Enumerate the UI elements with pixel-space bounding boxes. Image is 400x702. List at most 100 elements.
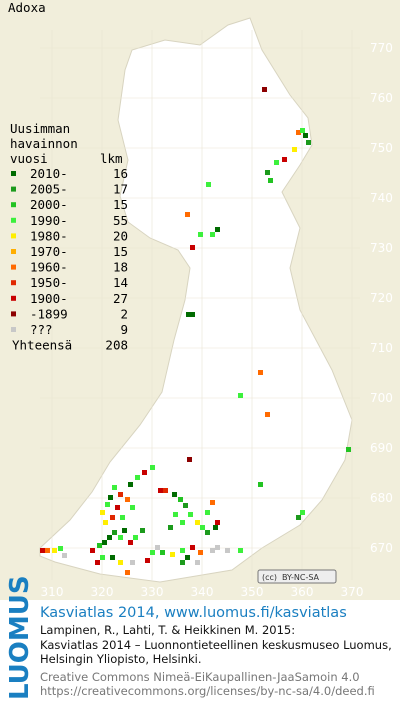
observation-square [172, 492, 177, 497]
logo: LUOMUS [5, 575, 35, 700]
legend-swatch [11, 264, 16, 270]
observation-square [105, 502, 110, 507]
observation-square [282, 157, 287, 162]
observation-square [118, 492, 123, 497]
observation-square [100, 555, 105, 560]
observation-square [296, 515, 301, 520]
footer-bg [0, 600, 400, 702]
observation-square [238, 393, 243, 398]
observation-square [168, 525, 173, 530]
observation-square [110, 555, 115, 560]
observation-square [205, 510, 210, 515]
observation-square [185, 555, 190, 560]
observation-square [258, 370, 263, 375]
observation-square [40, 548, 45, 553]
legend-heading: lkm [100, 151, 123, 166]
citation: Helsingin Yliopisto, Helsinki. [40, 652, 202, 666]
observation-square [108, 495, 113, 500]
observation-square [120, 515, 125, 520]
observation-square [155, 545, 160, 550]
grid-label: 340 [191, 585, 214, 599]
observation-square [296, 130, 301, 135]
observation-square [118, 560, 123, 565]
observation-square [58, 546, 63, 551]
observation-square [303, 133, 308, 138]
observation-square [187, 457, 192, 462]
legend-count: 20 [113, 228, 128, 243]
legend-count: 2 [120, 306, 128, 321]
observation-square [190, 312, 195, 317]
legend-period: ??? [30, 322, 53, 337]
citation: Kasviatlas 2014 – Luonnontieteellinen ke… [40, 638, 392, 652]
observation-square [198, 550, 203, 555]
observation-square [198, 232, 203, 237]
legend-period: 1960- [30, 260, 68, 275]
legend-count: 55 [113, 213, 128, 228]
grid-label: 730 [370, 241, 393, 255]
observation-square [52, 548, 57, 553]
legend-swatch [11, 327, 16, 332]
observation-square [150, 550, 155, 555]
observation-square [306, 140, 311, 145]
cc-mark: (cc) [262, 573, 277, 582]
observation-square [160, 550, 165, 555]
observation-square [140, 528, 145, 533]
observation-square [186, 312, 191, 317]
observation-square [292, 147, 297, 152]
grid-label: 360 [291, 585, 314, 599]
observation-square [103, 520, 108, 525]
observation-square [213, 525, 218, 530]
observation-square [107, 535, 112, 540]
observation-square [210, 548, 215, 553]
observation-square [142, 470, 147, 475]
observation-square [97, 543, 102, 548]
observation-square [130, 560, 135, 565]
grid-label: 720 [370, 291, 393, 305]
legend-count: 14 [113, 275, 128, 290]
legend-period: 2010- [30, 166, 68, 181]
observation-square [163, 488, 168, 493]
legend-swatch [11, 233, 16, 239]
observation-square [188, 512, 193, 517]
observation-square [100, 510, 105, 515]
cc-badge-text: BY-NC-SA [282, 573, 320, 582]
observation-square [145, 558, 150, 563]
observation-square [258, 482, 263, 487]
observation-square [128, 540, 133, 545]
observation-square [190, 245, 195, 250]
observation-square [215, 545, 220, 550]
grid-label: 680 [370, 491, 393, 505]
observation-square [130, 505, 135, 510]
observation-square [274, 160, 279, 165]
legend-count: 27 [113, 291, 128, 306]
grid-label: 740 [370, 191, 393, 205]
observation-square [112, 530, 117, 535]
observation-square [180, 520, 185, 525]
grid-label: 770 [370, 41, 393, 55]
legend-count: 15 [113, 197, 128, 212]
legend-period: 1970- [30, 244, 68, 259]
legend-swatch [11, 280, 16, 286]
observation-square [200, 525, 205, 530]
grid-label: 670 [370, 541, 393, 555]
observation-square [45, 548, 50, 553]
legend-swatch [11, 202, 16, 208]
legend-heading: vuosi [10, 151, 48, 166]
legend-heading: havainnon [10, 136, 78, 151]
observation-square [215, 227, 220, 232]
cc-badge: (cc) BY-NC-SA [257, 569, 337, 584]
legend-count: 9 [120, 322, 128, 337]
legend-total-label: Yhteensä [12, 338, 72, 353]
observation-square [133, 535, 138, 540]
observation-square [183, 503, 188, 508]
legend-count: 18 [113, 260, 128, 275]
observation-square [195, 520, 200, 525]
observation-square [90, 548, 95, 553]
observation-square [102, 540, 107, 545]
legend-period: 1990- [30, 213, 68, 228]
observation-square [158, 488, 163, 493]
observation-square [150, 465, 155, 470]
observation-square [112, 485, 117, 490]
grid-label: 710 [370, 341, 393, 355]
